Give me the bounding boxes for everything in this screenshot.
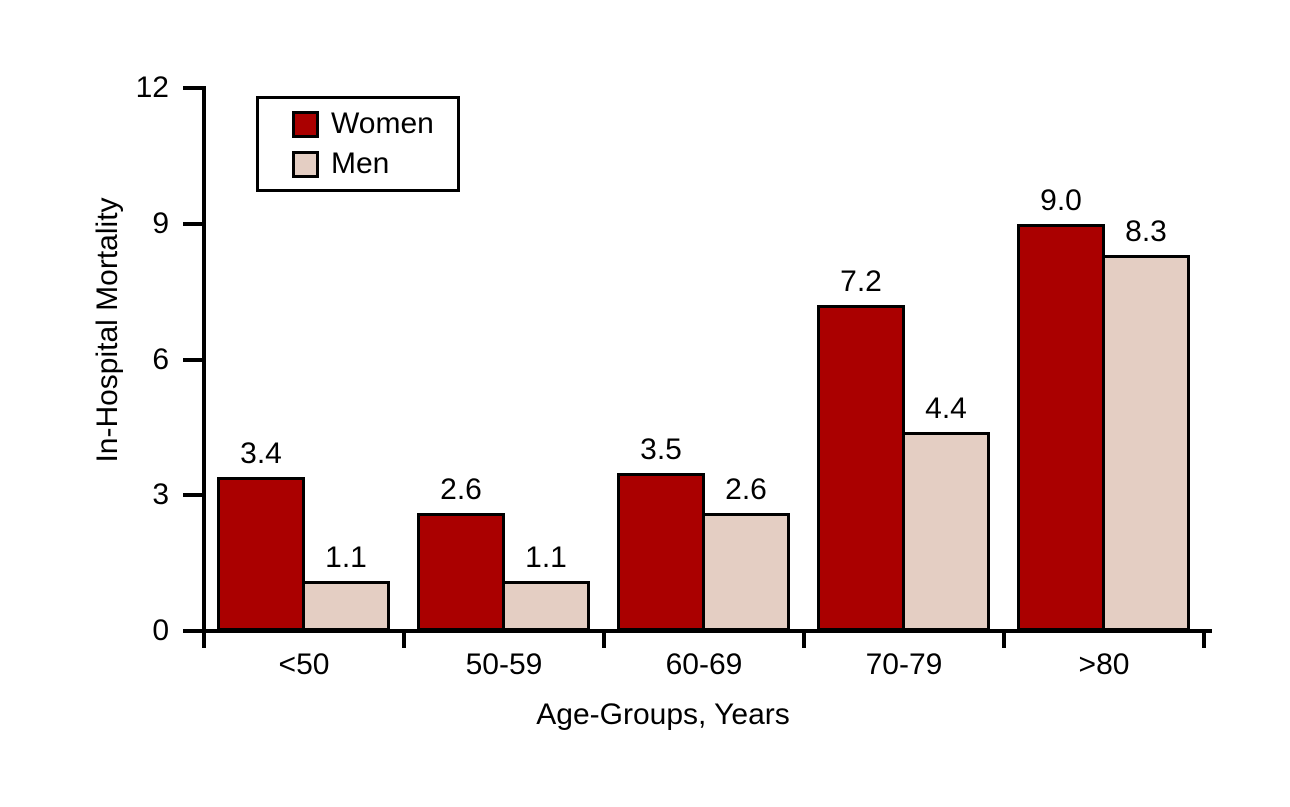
- bar-value-label: 8.3: [1125, 215, 1167, 248]
- bar-value-label: 7.2: [840, 265, 882, 298]
- bar-women-0: [217, 477, 305, 631]
- legend-label: Men: [331, 147, 390, 180]
- x-tick: [402, 633, 406, 648]
- bar-men-0: [302, 581, 390, 631]
- x-category-label: 70-79: [865, 648, 943, 681]
- x-axis-title: Age-Groups, Years: [536, 698, 790, 731]
- bar-value-label: 9.0: [1040, 184, 1082, 217]
- legend-swatch-men: [292, 150, 319, 178]
- bar-value-label: 4.4: [925, 392, 967, 425]
- x-axis-line: [202, 629, 1212, 633]
- y-tick-label: 0: [152, 614, 169, 647]
- bar-women-3: [817, 305, 905, 631]
- bar-men-4: [1102, 255, 1190, 631]
- legend-item-women: Women: [292, 109, 457, 139]
- bar-women-2: [617, 473, 705, 631]
- y-tick: [183, 221, 204, 226]
- bar-value-label: 2.6: [440, 473, 482, 506]
- y-tick-label: 6: [152, 342, 169, 376]
- legend-label: Women: [331, 107, 434, 140]
- bar-value-label: 2.6: [725, 473, 767, 506]
- bar-value-label: 3.5: [640, 433, 682, 466]
- y-tick: [183, 629, 204, 633]
- bar-value-label: 3.4: [240, 437, 282, 470]
- x-category-label: >80: [1078, 648, 1130, 681]
- y-tick-label: 9: [152, 206, 169, 240]
- y-tick: [183, 86, 204, 90]
- x-tick: [1002, 633, 1006, 648]
- y-tick-label: 3: [152, 478, 169, 512]
- y-tick: [183, 493, 204, 498]
- legend-swatch-women: [292, 110, 319, 138]
- bar-men-1: [502, 581, 590, 631]
- bar-women-4: [1017, 224, 1105, 631]
- x-category-label: <50: [278, 648, 330, 681]
- x-tick: [802, 633, 806, 648]
- y-tick: [183, 357, 204, 362]
- bar-men-3: [902, 432, 990, 631]
- bar-men-2: [702, 513, 790, 631]
- bar-value-label: 1.1: [525, 541, 567, 574]
- bar-women-1: [417, 513, 505, 631]
- x-tick: [1202, 633, 1206, 648]
- x-category-label: 60-69: [665, 648, 743, 681]
- plot-area: 0 3 6 9 12 3.4 1.1 <50 2.6 1.1 50-59 3.5 2.6 60-69 7.2…: [136, 71, 1212, 681]
- x-category-label: 50-59: [465, 648, 543, 681]
- y-axis-title: In-Hospital Mortality: [91, 197, 124, 463]
- y-tick-label: 12: [135, 71, 169, 104]
- y-axis-line: [202, 86, 206, 648]
- bar-value-label: 1.1: [325, 541, 367, 574]
- legend-item-men: Men: [292, 149, 457, 179]
- legend: Women Men: [256, 96, 460, 192]
- x-tick: [602, 633, 606, 648]
